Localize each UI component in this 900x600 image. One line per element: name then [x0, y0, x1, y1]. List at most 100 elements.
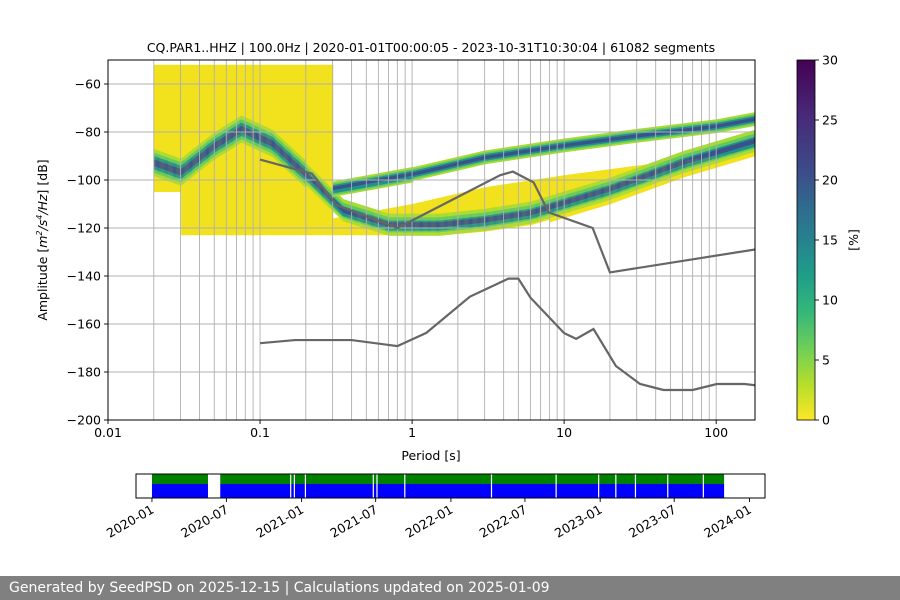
heat-cell — [367, 175, 370, 178]
heat-cell — [373, 223, 375, 226]
heat-cell — [297, 178, 299, 181]
heat-cell — [336, 189, 338, 192]
heat-cell — [247, 135, 249, 138]
heat-cell — [182, 158, 185, 161]
heat-cell — [218, 141, 221, 144]
heat-cell — [363, 225, 365, 228]
heat-cell — [215, 133, 217, 136]
heat-cell — [320, 189, 322, 192]
heat-cell — [366, 176, 369, 179]
heat-cell — [206, 141, 208, 144]
heat-cell — [340, 191, 342, 194]
heat-cell — [247, 118, 249, 121]
heat-cell — [187, 163, 190, 166]
heat-cell — [218, 134, 221, 137]
heat-cell — [333, 186, 336, 189]
heat-cell — [354, 185, 356, 188]
heat-cell — [211, 148, 213, 151]
heat-cell — [333, 189, 336, 192]
heat-cell — [294, 158, 296, 161]
heat-cell — [282, 158, 285, 161]
heat-cell — [297, 163, 299, 165]
heat-cell — [402, 175, 404, 178]
heat-cell — [263, 149, 265, 152]
heat-column — [249, 64, 252, 236]
heat-cell — [391, 175, 393, 178]
heat-cell — [189, 166, 191, 169]
heat-cell — [209, 156, 211, 159]
heat-cell — [335, 205, 338, 208]
heat-cell — [397, 174, 400, 177]
heat-cell — [173, 161, 175, 164]
heat-cell — [247, 138, 249, 141]
heat-cell — [191, 173, 193, 176]
heat-cell — [167, 162, 170, 165]
heat-cell — [269, 153, 272, 156]
heat-cell — [338, 206, 340, 209]
heat-cell — [314, 182, 316, 185]
heat-cell — [320, 191, 322, 194]
heat-cell — [292, 162, 294, 164]
heat-cell — [288, 156, 290, 159]
heat-cell — [342, 183, 344, 186]
heat-cell — [315, 174, 318, 177]
heat-cell — [212, 154, 214, 156]
heat-cell — [264, 126, 266, 129]
heat-cell — [343, 189, 345, 192]
heat-cell — [166, 155, 169, 158]
heat-cell — [165, 163, 167, 166]
heat-cell — [241, 129, 243, 132]
heat-cell — [366, 211, 369, 214]
heat-cell — [181, 180, 183, 183]
heat-cell — [343, 209, 345, 212]
heat-cell — [376, 183, 378, 186]
heat-cell — [189, 176, 191, 179]
heat-cell — [311, 188, 313, 191]
heat-cell — [177, 164, 179, 167]
heat-cell — [340, 217, 342, 220]
heat-column — [166, 64, 168, 192]
heat-cell — [383, 232, 386, 235]
heat-cell — [275, 153, 277, 156]
heat-cell — [271, 138, 273, 140]
heat-cell — [343, 181, 345, 184]
heat-cell — [359, 221, 361, 224]
heat-cell — [357, 217, 359, 220]
heat-cell — [157, 150, 159, 153]
heat-cell — [232, 135, 235, 138]
heat-cell — [360, 224, 362, 227]
heat-cell — [347, 202, 349, 205]
heat-cell — [191, 168, 193, 171]
heat-cell — [347, 200, 349, 203]
heat-cell — [370, 228, 372, 231]
heat-cell — [185, 171, 188, 174]
heat-cell — [198, 153, 200, 156]
heat-cell — [396, 228, 398, 231]
heat-cell — [309, 176, 311, 179]
heat-cell — [165, 164, 167, 167]
heat-cell — [160, 176, 162, 179]
heat-cell — [168, 169, 171, 172]
heat-column — [247, 64, 249, 236]
heat-cell — [284, 166, 287, 169]
heat-cell — [316, 189, 319, 192]
heat-cell — [342, 186, 344, 189]
heat-cell — [406, 228, 408, 231]
heat-cell — [200, 154, 203, 157]
heat-cell — [164, 152, 166, 155]
heat-cell — [394, 230, 396, 233]
heat-cell — [401, 222, 404, 224]
heat-cell — [403, 176, 405, 179]
heat-cell — [294, 172, 296, 175]
heat-cell — [284, 161, 287, 164]
heat-cell — [382, 177, 385, 180]
heat-cell — [194, 168, 196, 171]
heat-cell — [335, 207, 338, 210]
heat-cell — [262, 126, 264, 129]
heat-cell — [300, 174, 303, 177]
heat-cell — [314, 179, 316, 182]
heat-cell — [277, 146, 279, 149]
heat-cell — [210, 147, 212, 150]
heat-cell — [287, 152, 289, 155]
heat-cell — [389, 176, 391, 179]
